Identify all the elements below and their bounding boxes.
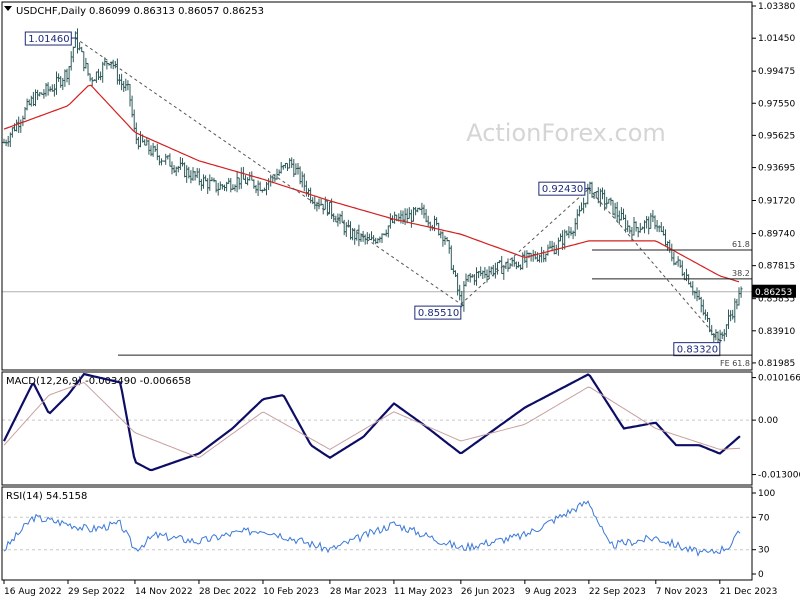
price-annotation-label: 1.01460 <box>28 34 69 45</box>
price-annotation-label: 0.92430 <box>542 184 583 195</box>
fib-level-label: 38.2 <box>732 269 750 278</box>
x-tick-label: 28 Dec 2022 <box>199 587 256 597</box>
macd-panel: MACD(12,26,9) -0.003490 -0.006658 <box>3 372 741 472</box>
macd-tick-label: 0.010166 <box>758 374 800 384</box>
x-tick-label: 22 Sep 2023 <box>589 587 646 597</box>
header: USDCHF,Daily 0.86099 0.86313 0.86057 0.8… <box>4 6 264 17</box>
macd-frame <box>1 371 753 486</box>
x-tick-label: 9 Aug 2023 <box>525 587 577 597</box>
price-tick-label: 1.01450 <box>758 34 795 44</box>
x-tick-label: 29 Sep 2022 <box>68 587 125 597</box>
x-tick-label: 14 Nov 2022 <box>135 587 193 597</box>
current-price-tag <box>752 284 796 298</box>
watermark: ActionForex.com <box>466 119 666 147</box>
price-annotation-label: 0.83320 <box>677 345 718 356</box>
macd-title: MACD(12,26,9) -0.003490 -0.006658 <box>6 376 191 387</box>
price-tick-label: 0.93695 <box>758 164 795 174</box>
price-annotation-box <box>414 305 462 320</box>
macd-line <box>3 372 741 472</box>
price-frame <box>1 1 753 371</box>
macd-tick-label: -0.013006 <box>758 471 800 481</box>
x-tick-label: 10 Feb 2023 <box>263 587 319 597</box>
price-annotation-label: 0.85510 <box>418 308 459 319</box>
price-tick-label: 0.83910 <box>758 327 795 337</box>
fib-level-label: FE 61.8 <box>720 359 750 368</box>
x-tick-label: 7 Nov 2023 <box>656 587 708 597</box>
price-tick-label: 0.85835 <box>758 295 795 305</box>
price-tick-label: 0.89740 <box>758 230 795 240</box>
dropdown-arrow-icon[interactable] <box>4 6 12 11</box>
macd-tick-label: 0.00 <box>758 416 778 426</box>
price-tick-label: 1.03380 <box>758 2 795 12</box>
rsi-tick-label: 70 <box>758 513 770 523</box>
rsi-line <box>3 500 741 557</box>
x-tick-label: 11 May 2023 <box>394 587 453 597</box>
rsi-panel: RSI(14) 54.5158 <box>3 491 741 557</box>
ohlc-values: 0.86099 0.86313 0.86057 0.86253 <box>89 6 264 17</box>
rsi-tick-label: 100 <box>758 489 775 499</box>
x-tick-label: 26 Jun 2023 <box>461 587 515 597</box>
price-tick-label: 0.95625 <box>758 131 795 141</box>
rsi-frame <box>1 486 753 581</box>
price-tick-label: 0.97550 <box>758 99 795 109</box>
price-panel: ActionForex.com 1.01460 0.85510 0.92430 0.8… <box>2 28 752 368</box>
trendline <box>75 37 462 305</box>
price-tick-label: 0.81985 <box>758 359 795 369</box>
price-annotation-box <box>24 31 72 46</box>
price-tick-label: 0.99475 <box>758 67 795 77</box>
price-tick-label: 0.91720 <box>758 197 795 207</box>
fib-level-label: 61.8 <box>732 240 750 249</box>
x-tick-label: 21 Dec 2023 <box>720 587 778 597</box>
trendline <box>460 188 590 305</box>
rsi-title: RSI(14) 54.5158 <box>6 491 87 502</box>
moving-average-line <box>3 84 740 283</box>
grid-layer <box>2 419 752 551</box>
x-tick-label: 28 Mar 2023 <box>330 587 387 597</box>
rsi-tick-label: 30 <box>758 546 770 556</box>
current-price-label: 0.86253 <box>755 288 792 298</box>
price-tick-label: 0.87815 <box>758 262 795 272</box>
price-bars <box>2 28 743 349</box>
symbol-label: USDCHF,Daily <box>16 6 86 17</box>
macd-signal-line <box>3 381 741 458</box>
rsi-tick-label: 0 <box>758 570 764 580</box>
x-tick-label: 16 Aug 2022 <box>4 587 62 597</box>
